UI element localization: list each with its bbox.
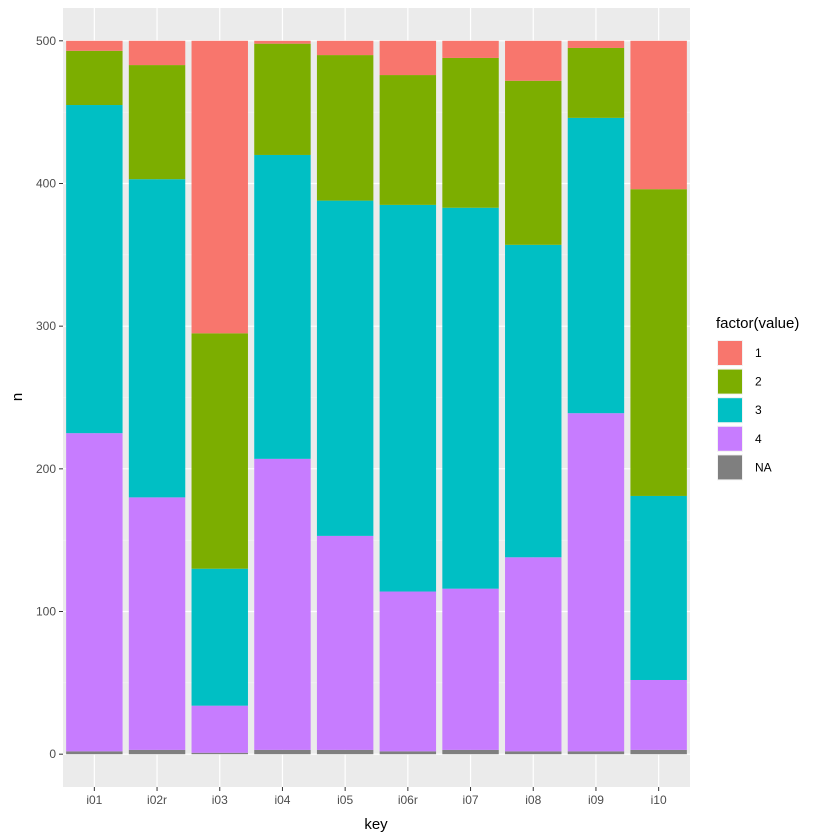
y-tick-label: 300 [36,319,56,333]
legend-label-3: 3 [755,403,762,417]
bar-i03-2 [191,333,248,569]
bar-i04-3 [254,154,311,459]
y-tick-label: 500 [36,34,56,48]
x-tick-label: i03 [212,793,228,807]
bar-i06r-NA [379,751,437,755]
legend-label-1: 1 [755,346,762,360]
bar-i08-3 [505,244,562,558]
bar-i06r-4 [379,591,437,752]
legend-label-NA: NA [755,460,772,474]
y-axis: 0 100 200 300 400 500 [36,34,63,761]
bar-i05-1 [316,40,374,56]
x-tick-label: i02r [147,793,167,807]
bar-i03-4 [191,705,248,753]
legend-label-4: 4 [755,432,762,446]
bar-i08-2 [505,80,562,245]
bar-i01-4 [66,433,123,752]
bar-i01-2 [66,50,123,106]
bar-i07-4 [442,588,499,750]
bar-i02r-NA [128,749,186,755]
x-tick-label: i05 [337,793,353,807]
bar-i01-1 [66,40,123,51]
bar-i08-NA [505,751,562,755]
bar-i06r-1 [379,40,437,76]
bar-i07-1 [442,40,499,58]
bar-i09-NA [567,751,625,755]
legend-label-2: 2 [755,375,762,389]
bar-i10-2 [630,189,687,496]
bar-i10-3 [630,495,687,680]
bar-i05-4 [316,535,374,750]
bar-i09-2 [567,47,625,118]
bar-i09-1 [567,40,625,48]
bar-i10-1 [630,40,687,190]
bar-i03-3 [191,568,248,706]
y-tick-label: 400 [36,176,56,190]
bar-i10-NA [630,749,687,755]
bar-i02r-4 [128,497,186,750]
bar-i07-2 [442,57,499,208]
y-tick-label: 100 [36,605,56,619]
bar-i07-NA [442,749,499,755]
legend-key-1 [718,341,742,365]
x-tick-label: i08 [525,793,541,807]
bar-i03-NA [191,752,248,755]
x-tick-label: i10 [651,793,667,807]
bar-i05-NA [316,749,374,755]
bars [66,40,687,755]
legend-key-3 [718,398,742,423]
bar-i04-NA [254,749,311,755]
x-axis: i01 i02r i03 i04 i05 i06r i07 i08 i09 i10 [86,787,667,807]
y-axis-title: n [9,393,26,401]
x-tick-label: i01 [86,793,102,807]
bar-i02r-2 [128,65,186,180]
y-tick-label: 200 [36,462,56,476]
bar-i04-4 [254,458,311,750]
bar-i03-1 [191,40,248,334]
bar-i02r-1 [128,40,186,66]
bar-i09-3 [567,117,625,414]
x-tick-label: i09 [588,793,604,807]
legend-key-2 [718,369,742,394]
bar-i01-3 [66,105,123,434]
y-tick-label: 0 [49,747,56,761]
x-axis-title: key [364,816,388,833]
bar-i05-3 [316,200,374,536]
legend: 1 2 3 4 NA [717,340,772,481]
bar-i04-2 [254,43,311,155]
bar-i01-NA [66,751,123,755]
bar-i07-3 [442,207,499,589]
bar-i06r-3 [379,204,437,592]
bar-i02r-3 [128,179,186,498]
bar-i05-2 [316,55,374,201]
bar-i08-4 [505,557,562,752]
bar-i06r-2 [379,75,437,205]
x-tick-label: i06r [398,793,418,807]
legend-title: factor(value) [716,315,799,332]
legend-key-NA [718,455,742,480]
legend-key-4 [718,426,742,451]
bar-i04-1 [254,40,311,44]
x-tick-label: i07 [463,793,479,807]
bar-i10-4 [630,679,687,750]
x-tick-label: i04 [274,793,290,807]
bar-i09-4 [567,413,625,752]
bar-i08-1 [505,40,562,81]
